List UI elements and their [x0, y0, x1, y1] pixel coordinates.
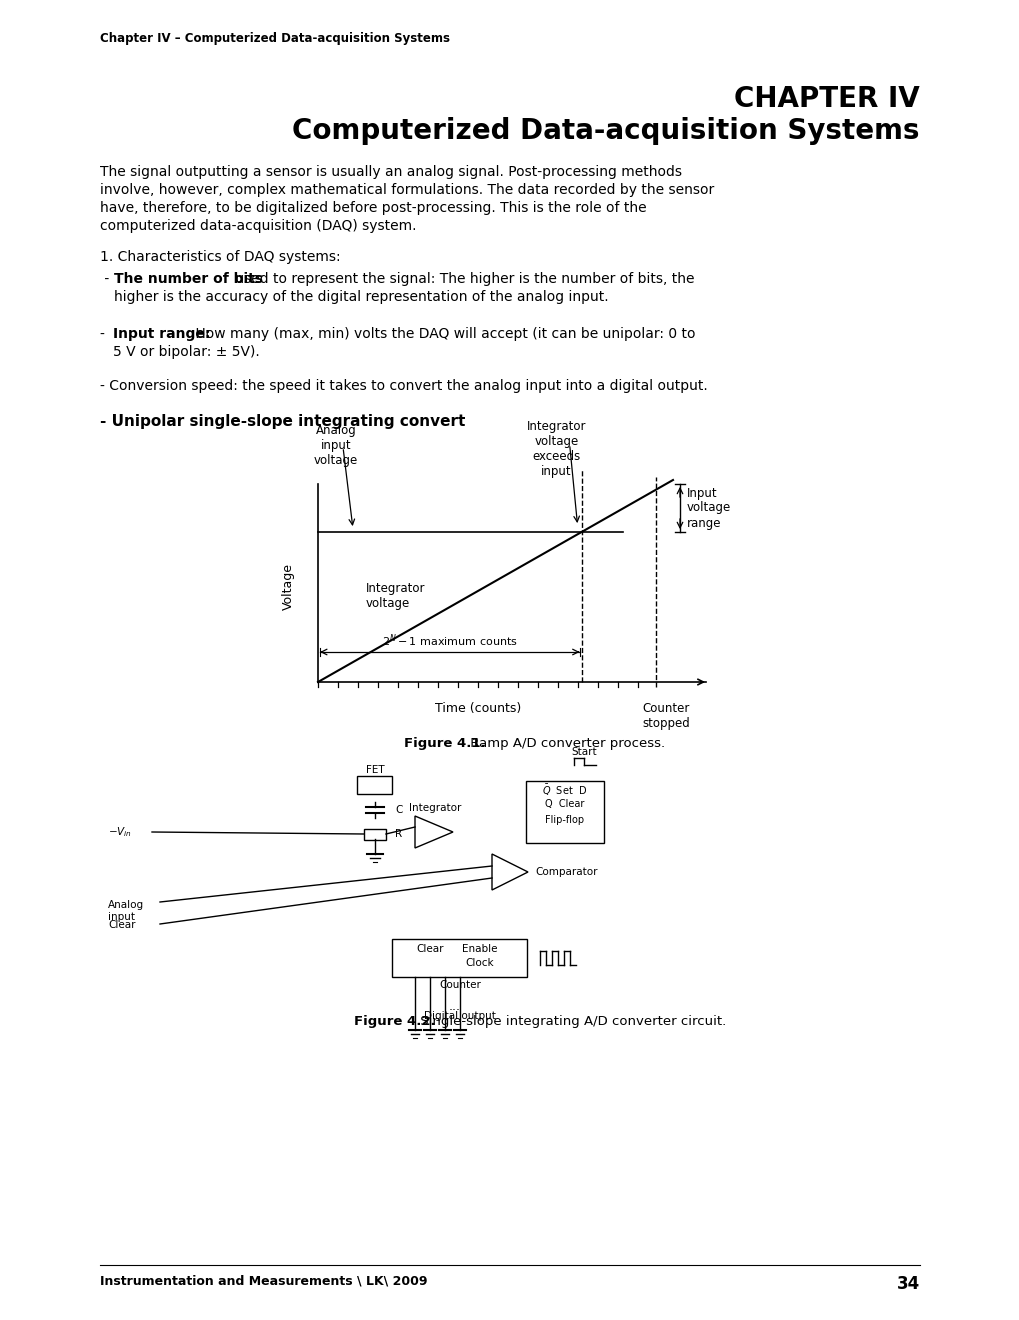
Text: higher is the accuracy of the digital representation of the analog input.: higher is the accuracy of the digital re…	[114, 290, 608, 304]
Text: - Unipolar single-slope integrating convert: - Unipolar single-slope integrating conv…	[100, 414, 465, 429]
Text: Enable: Enable	[462, 944, 497, 954]
Text: R: R	[394, 829, 401, 840]
Text: involve, however, complex mathematical formulations. The data recorded by the se: involve, however, complex mathematical f…	[100, 183, 713, 197]
Text: Computerized Data-acquisition Systems: Computerized Data-acquisition Systems	[292, 117, 919, 145]
Text: have, therefore, to be digitalized before post-processing. This is the role of t: have, therefore, to be digitalized befor…	[100, 201, 646, 215]
Text: Single-slope integrating A/D converter circuit.: Single-slope integrating A/D converter c…	[416, 1015, 726, 1028]
Text: computerized data-acquisition (DAQ) system.: computerized data-acquisition (DAQ) syst…	[100, 219, 416, 234]
Text: ...: ...	[448, 1001, 461, 1012]
Text: Integrator: Integrator	[409, 803, 461, 813]
Text: used to represent the signal: The higher is the number of bits, the: used to represent the signal: The higher…	[230, 272, 694, 286]
Text: FET: FET	[366, 766, 384, 775]
Text: Clear: Clear	[416, 944, 443, 954]
Text: Counter: Counter	[438, 979, 481, 990]
Text: C: C	[394, 805, 401, 814]
Text: Flip-flop: Flip-flop	[545, 814, 584, 825]
Text: Integrator
voltage
exceeds
input: Integrator voltage exceeds input	[527, 420, 586, 478]
Text: Input range:: Input range:	[113, 327, 210, 341]
Text: Ramp A/D converter process.: Ramp A/D converter process.	[466, 737, 664, 750]
Text: -: -	[100, 272, 113, 286]
Text: The number of bits: The number of bits	[114, 272, 263, 286]
Text: The signal outputting a sensor is usually an analog signal. Post-processing meth: The signal outputting a sensor is usuall…	[100, 165, 682, 180]
Text: CHAPTER IV: CHAPTER IV	[734, 84, 919, 114]
Text: Input
voltage
range: Input voltage range	[687, 487, 731, 529]
Text: 5 V or bipolar: ± 5V).: 5 V or bipolar: ± 5V).	[113, 345, 260, 359]
Text: How many (max, min) volts the DAQ will accept (it can be unipolar: 0 to: How many (max, min) volts the DAQ will a…	[191, 327, 695, 341]
Text: $2^N - 1$ maximum counts: $2^N - 1$ maximum counts	[381, 632, 518, 649]
Text: Comparator: Comparator	[535, 867, 597, 876]
Text: Voltage: Voltage	[281, 564, 294, 610]
Text: Figure 4.1.: Figure 4.1.	[404, 737, 485, 750]
Text: Instrumentation and Measurements \ LK\ 2009: Instrumentation and Measurements \ LK\ 2…	[100, 1275, 427, 1288]
Text: Figure 4.2.: Figure 4.2.	[354, 1015, 435, 1028]
Text: - Conversion speed: the speed it takes to convert the analog input into a digita: - Conversion speed: the speed it takes t…	[100, 379, 707, 393]
Text: Digital output: Digital output	[424, 1011, 495, 1020]
Text: Chapter IV – Computerized Data-acquisition Systems: Chapter IV – Computerized Data-acquisiti…	[100, 32, 449, 45]
Bar	[357, 776, 392, 795]
Bar	[526, 781, 603, 843]
Text: Analog
input: Analog input	[108, 900, 144, 921]
Bar	[364, 829, 385, 840]
Text: $-V_{in}$: $-V_{in}$	[108, 825, 131, 840]
Text: Clock: Clock	[466, 958, 494, 968]
Text: 34: 34	[896, 1275, 919, 1294]
Text: Integrator
voltage: Integrator voltage	[366, 582, 425, 610]
Bar	[392, 939, 527, 977]
Text: Counter
stopped: Counter stopped	[642, 702, 689, 730]
Text: $\bar{Q}$  Set  D: $\bar{Q}$ Set D	[542, 783, 587, 797]
Text: Q  Clear: Q Clear	[545, 799, 584, 809]
Text: -: -	[100, 327, 109, 341]
Text: 1. Characteristics of DAQ systems:: 1. Characteristics of DAQ systems:	[100, 249, 340, 264]
Text: Analog
input
voltage: Analog input voltage	[314, 424, 358, 467]
Text: Clear: Clear	[108, 920, 136, 931]
Text: Time (counts): Time (counts)	[434, 702, 521, 715]
Text: Start: Start	[571, 747, 596, 756]
